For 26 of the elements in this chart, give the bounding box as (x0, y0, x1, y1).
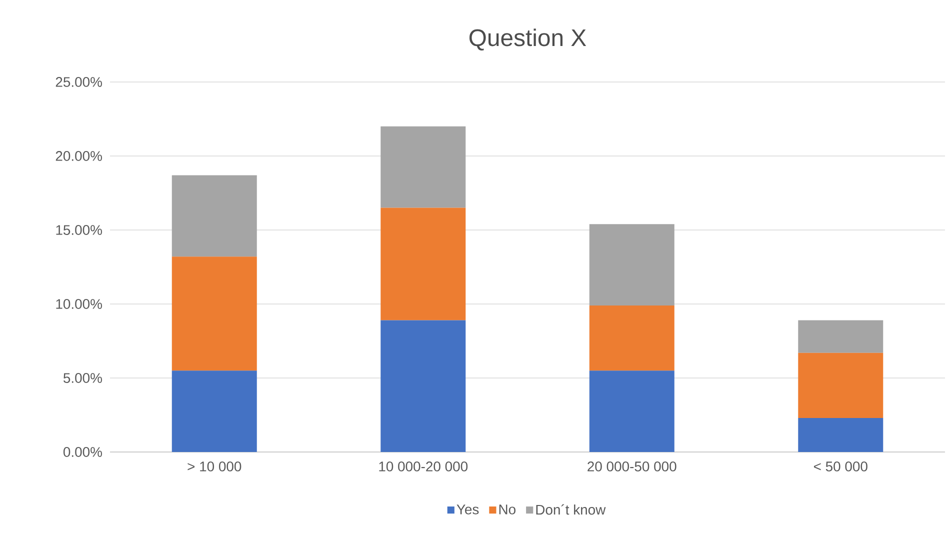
bar (589, 305, 674, 371)
bar (172, 256, 257, 371)
bar (172, 370, 257, 452)
y-tick-label: 0.00% (63, 447, 102, 457)
bar (172, 175, 257, 257)
bar (798, 320, 884, 353)
bar (380, 320, 466, 452)
legend-label: Yes (456, 504, 479, 514)
legend-label: Don´t know (536, 504, 606, 515)
x-tick-label: > 10 000 (188, 462, 242, 472)
x-tick-label: 20 000-50 000 (588, 462, 676, 472)
bar (798, 352, 884, 418)
bar (589, 224, 674, 306)
x-tick-label: 10 000-20 000 (379, 462, 468, 472)
y-tick-label: 25.00% (56, 77, 102, 87)
chart-title: Question X (469, 28, 586, 50)
y-tick-label: 10.00% (56, 299, 102, 309)
x-tick-label: < 50 000 (814, 462, 868, 472)
bar (589, 370, 674, 452)
y-tick-label: 5.00% (63, 373, 102, 383)
legend-label: No (499, 504, 516, 514)
bar (380, 126, 466, 208)
bar (798, 418, 884, 452)
y-tick-label: 20.00% (56, 151, 102, 161)
y-tick-label: 15.00% (56, 225, 102, 235)
bar (380, 208, 466, 320)
